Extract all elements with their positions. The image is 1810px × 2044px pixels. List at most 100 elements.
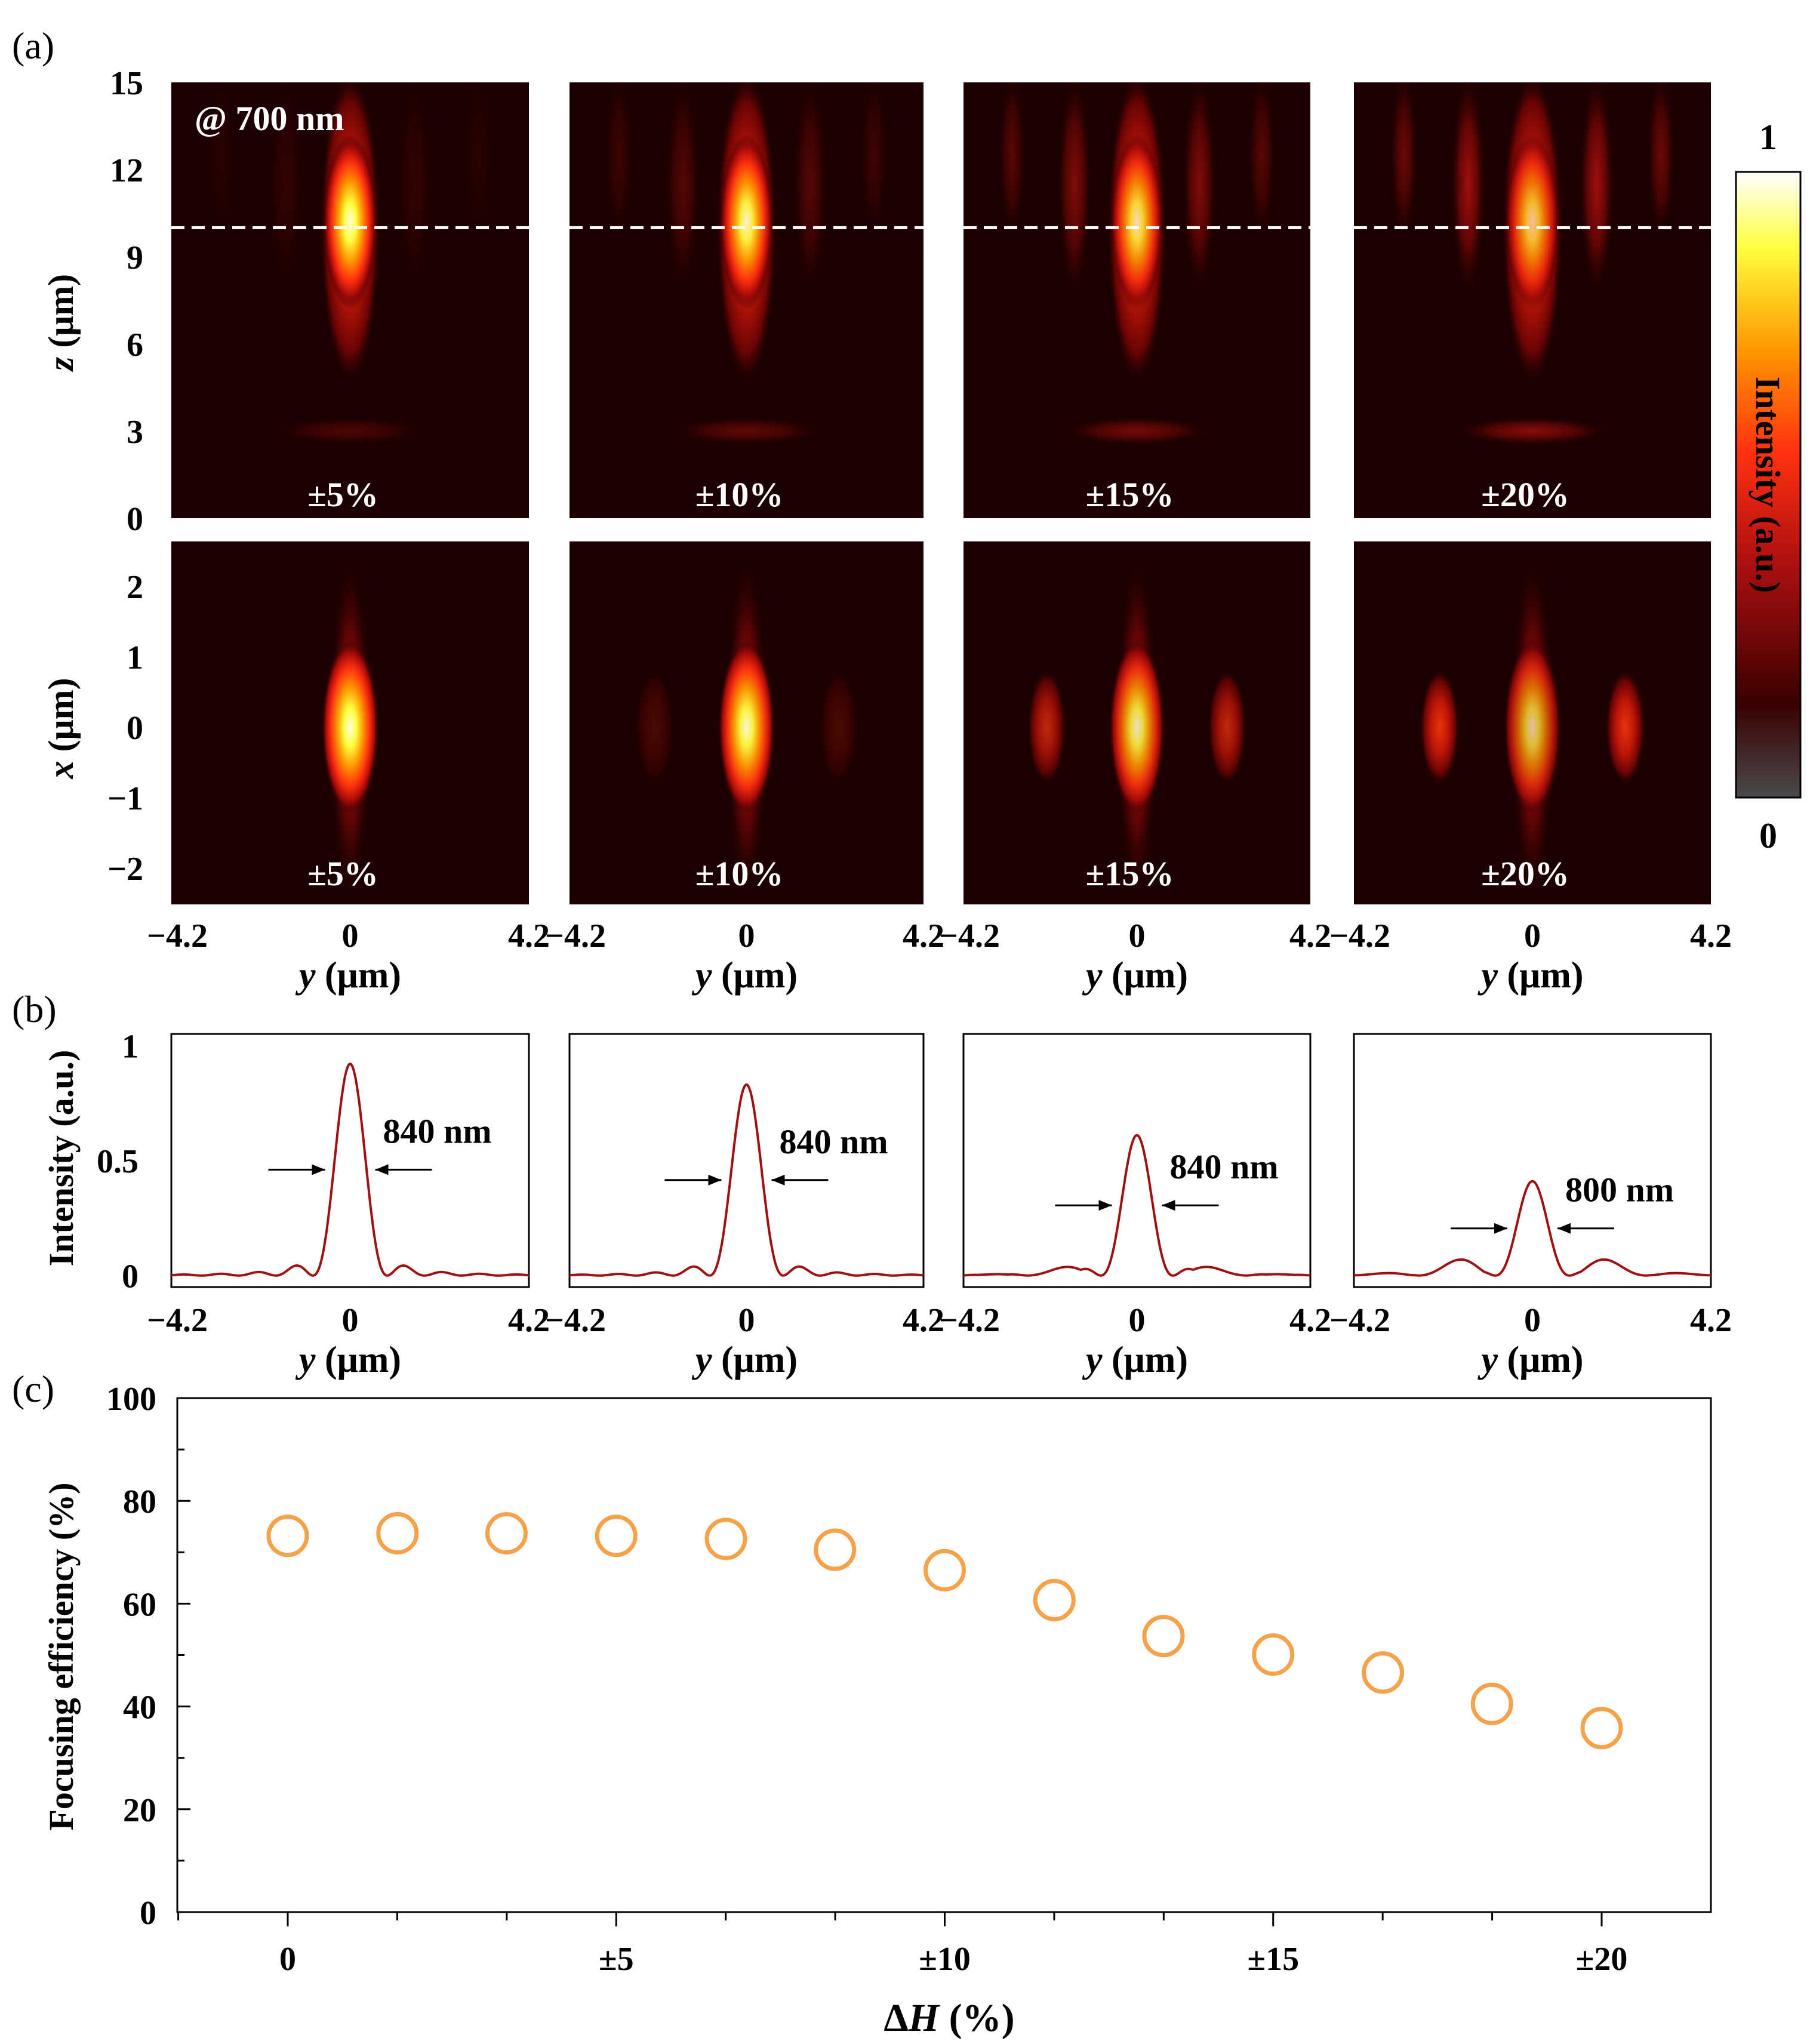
efficiency-marker xyxy=(266,1514,309,1557)
near-field xyxy=(271,417,429,445)
svg-text:x (μm): x (μm) xyxy=(41,678,81,780)
side-lobe xyxy=(1057,82,1092,298)
side-lobe xyxy=(464,82,494,242)
x-axis-label: y (μm) xyxy=(691,1340,798,1380)
efficiency-marker xyxy=(1362,1651,1405,1694)
c-y-tick-label: 40 xyxy=(123,1689,156,1726)
profile-curve xyxy=(963,1134,1311,1277)
x-tick-label: 4.2 xyxy=(1690,1302,1732,1339)
efficiency-marker xyxy=(595,1514,638,1557)
side-lobe xyxy=(665,82,701,298)
c-y-tick-label: 60 xyxy=(123,1586,156,1623)
profile-panel-1: 840 nm −4.2 0 4.2 y (μm) xyxy=(147,1033,550,1380)
fwhm-arrowhead xyxy=(708,1174,722,1186)
near-field xyxy=(1060,417,1214,445)
focal-spot xyxy=(720,134,773,309)
colorbar-min-label: 0 xyxy=(1759,816,1777,855)
side-lobe xyxy=(1450,82,1486,298)
c-y-tick-label: 0 xyxy=(140,1895,156,1932)
yz-map-2: ±10% xyxy=(570,82,924,518)
tolerance-label: ±10% xyxy=(695,854,784,893)
c-x-tick-label: 0 xyxy=(279,1941,296,1978)
profile-panel-2: 840 nm −4.2 0 4.2 y (μm) xyxy=(545,1033,944,1380)
panel-label-c: (c) xyxy=(12,1368,54,1410)
yz-map-3: ±15% xyxy=(964,82,1310,518)
side-lobe xyxy=(1420,669,1460,786)
tolerance-label: ±5% xyxy=(307,854,378,893)
xy-tick-label: 2 xyxy=(127,569,143,606)
efficiency-marker xyxy=(924,1549,966,1592)
efficiency-marker xyxy=(1142,1615,1185,1658)
colorbar-label: Intensity (a.u.) xyxy=(1749,377,1787,593)
xy-map-3: ±15% xyxy=(964,541,1310,904)
profile-frame xyxy=(962,1033,1312,1288)
x-axis-label: y (μm) xyxy=(295,1340,401,1380)
xy-tick-label: −1 xyxy=(107,780,143,817)
b-y-tick-label: 1 xyxy=(122,1028,138,1065)
x-tick-label: 0 xyxy=(1524,1302,1541,1339)
efficiency-marker xyxy=(814,1528,857,1571)
focal-spot xyxy=(321,640,379,814)
xy-tick-labels: 2 1 0 −1 −2 xyxy=(107,569,143,888)
side-lobe xyxy=(1605,669,1645,786)
line-profiles: 840 nm−4.2 0 4.2y (μm)840 nm−4.2 0 4.2y (μm)… xyxy=(97,1028,1732,1380)
yz-tick-labels: 15 12 9 6 3 0 xyxy=(110,65,143,538)
c-x-tick-label: ±5 xyxy=(599,1941,634,1978)
tolerance-label: ±10% xyxy=(695,475,784,514)
c-xlabel: ΔH (%) xyxy=(884,1996,1014,2040)
side-lobe xyxy=(635,669,674,786)
side-lobe xyxy=(1027,669,1066,786)
x-tick-label: 4.2 xyxy=(508,918,550,955)
side-lobe xyxy=(1208,669,1246,786)
profile-panel-3: 840 nm −4.2 0 4.2 y (μm) xyxy=(939,1033,1331,1380)
x-tick-label: 4.2 xyxy=(508,1302,550,1339)
x-tick-label: −4.2 xyxy=(1329,918,1390,955)
x-tick-label: 0 xyxy=(1129,1302,1146,1339)
side-lobe xyxy=(819,669,858,786)
c-y-tick-label: 100 xyxy=(106,1381,156,1418)
side-lobe xyxy=(792,82,828,298)
yz-tick-label: 3 xyxy=(127,414,143,451)
x-tick-label: −4.2 xyxy=(545,1302,606,1339)
fwhm-arrowhead xyxy=(375,1164,389,1175)
tolerance-label: ±20% xyxy=(1481,854,1569,893)
c-y-tick-label: 80 xyxy=(123,1483,156,1520)
x-axis-label: y (μm) xyxy=(1477,955,1583,996)
xy-intensity-maps: ±5% ±10% ±15% ±20% xyxy=(171,541,1711,904)
fwhm-arrowhead xyxy=(1098,1200,1112,1211)
fwhm-arrowhead xyxy=(1557,1223,1571,1234)
side-lobe xyxy=(1389,82,1418,242)
yz-tick-label: 0 xyxy=(127,501,143,538)
x-axis-label: y (μm) xyxy=(295,955,401,996)
x-tick-label: 4.2 xyxy=(1289,918,1331,955)
side-lobe xyxy=(1578,82,1615,298)
x-tick-label: 4.2 xyxy=(903,918,944,955)
x-tick-label: 0 xyxy=(738,1302,755,1339)
efficiency-marker xyxy=(485,1512,528,1554)
x-axis-label: y (μm) xyxy=(691,955,798,996)
svg-text:Intensity (a.u.): Intensity (a.u.) xyxy=(42,1050,81,1267)
efficiency-scatter: 100 80 60 40 20 0 0 ±5 ±10 ±15 ±20 xyxy=(106,1381,1712,1978)
c-x-tick-label: ±20 xyxy=(1576,1941,1628,1978)
x-tick-label: 4.2 xyxy=(1690,918,1732,955)
side-lobe xyxy=(267,82,304,298)
c-y-tick-label: 20 xyxy=(123,1792,156,1829)
side-lobe xyxy=(1182,82,1217,298)
profile-curve xyxy=(171,1062,530,1277)
svg-text:z (μm): z (μm) xyxy=(41,274,81,372)
x-tick-label: 0 xyxy=(1129,918,1146,955)
x-tick-label: −4.2 xyxy=(1329,1302,1390,1339)
xy-map-1: ±5% xyxy=(171,541,529,904)
yz-tick-label: 12 xyxy=(110,152,143,189)
wavelength-label: @ 700 nm xyxy=(195,99,344,138)
x-axis-label: y (μm) xyxy=(1082,955,1188,996)
near-field xyxy=(669,417,824,445)
side-lobe xyxy=(207,82,236,242)
focal-spot xyxy=(323,134,377,309)
profile-frame xyxy=(1353,1033,1712,1288)
panel-label-a: (a) xyxy=(12,24,54,67)
xy-map-2: ±10% xyxy=(570,541,924,904)
yz-tick-label: 6 xyxy=(127,327,143,364)
profile-curve xyxy=(569,1083,924,1277)
